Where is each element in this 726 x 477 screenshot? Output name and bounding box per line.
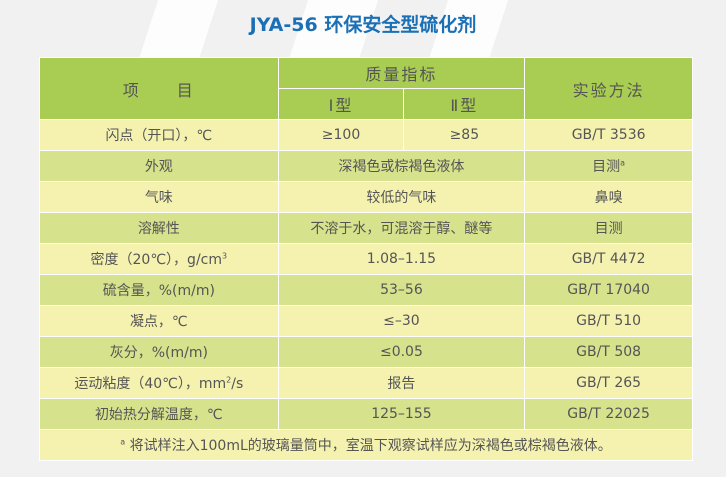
value-cell: 1.08–1.15 bbox=[277, 243, 526, 275]
value-cell: 125–155 bbox=[277, 398, 526, 430]
item-cell: 气味 bbox=[39, 181, 279, 213]
table-row: 外观 深褐色或棕褐色液体 目测a bbox=[39, 150, 693, 182]
table-row: 运动粘度（40℃），mm2/s 报告 GB/T 265 bbox=[39, 367, 693, 399]
method-cell: GB/T 3536 bbox=[524, 119, 693, 151]
table-row: 溶解性 不溶于水，可混溶于醇、醚等 目测 bbox=[39, 212, 693, 244]
value-cell: 不溶于水，可混溶于醇、醚等 bbox=[277, 212, 526, 244]
header-item: 项 目 bbox=[39, 57, 279, 120]
footnote: a 将试样注入100mL的玻璃量筒中，室温下观察试样应为深褐色或棕褐色液体。 bbox=[39, 429, 693, 461]
value-cell: 53–56 bbox=[277, 274, 526, 306]
footnote-row: a 将试样注入100mL的玻璃量筒中，室温下观察试样应为深褐色或棕褐色液体。 bbox=[39, 429, 693, 461]
item-cell: 外观 bbox=[39, 150, 279, 182]
value-cell: 较低的气味 bbox=[277, 181, 526, 213]
method-cell: GB/T 4472 bbox=[524, 243, 693, 275]
item-cell: 溶解性 bbox=[39, 212, 279, 244]
table-row: 灰分，%(m/m) ≤0.05 GB/T 508 bbox=[39, 336, 693, 368]
header-type2: Ⅱ型 bbox=[403, 88, 526, 120]
method-cell: GB/T 510 bbox=[524, 305, 693, 337]
value-cell: 深褐色或棕褐色液体 bbox=[277, 150, 526, 182]
method-cell: 目测 bbox=[524, 212, 693, 244]
value-cell: ≤0.05 bbox=[277, 336, 526, 368]
table-row: 闪点（开口），℃ ≥100 ≥85 GB/T 3536 bbox=[39, 119, 693, 151]
method-cell: 鼻嗅 bbox=[524, 181, 693, 213]
header-type1: Ⅰ型 bbox=[277, 88, 405, 120]
value-cell: ≤–30 bbox=[277, 305, 526, 337]
method-cell: GB/T 508 bbox=[524, 336, 693, 368]
method-cell: GB/T 265 bbox=[524, 367, 693, 399]
page-title: JYA-56 环保安全型硫化剂 bbox=[249, 14, 477, 36]
table-row: 气味 较低的气味 鼻嗅 bbox=[39, 181, 693, 213]
value-cell: 报告 bbox=[277, 367, 526, 399]
value-cell: ≥85 bbox=[403, 119, 526, 151]
item-cell: 运动粘度（40℃），mm2/s bbox=[39, 367, 279, 399]
method-cell: GB/T 22025 bbox=[524, 398, 693, 430]
table-row: 硫含量，%(m/m) 53–56 GB/T 17040 bbox=[39, 274, 693, 306]
table-row: 初始热分解温度，℃ 125–155 GB/T 22025 bbox=[39, 398, 693, 430]
spec-table: 项 目 质量指标 实验方法 Ⅰ型 Ⅱ型 闪点（开口），℃ ≥100 ≥85 GB… bbox=[39, 57, 693, 461]
table-row: 密度（20℃），g/cm3 1.08–1.15 GB/T 4472 bbox=[39, 243, 693, 275]
item-cell: 硫含量，%(m/m) bbox=[39, 274, 279, 306]
table-row: 凝点，℃ ≤–30 GB/T 510 bbox=[39, 305, 693, 337]
item-cell: 灰分，%(m/m) bbox=[39, 336, 279, 368]
item-cell: 密度（20℃），g/cm3 bbox=[39, 243, 279, 275]
item-cell: 初始热分解温度，℃ bbox=[39, 398, 279, 430]
value-cell: ≥100 bbox=[277, 119, 405, 151]
item-cell: 凝点，℃ bbox=[39, 305, 279, 337]
header-quality: 质量指标 bbox=[277, 57, 526, 89]
method-cell: 目测a bbox=[524, 150, 693, 182]
item-cell: 闪点（开口），℃ bbox=[39, 119, 279, 151]
header-method: 实验方法 bbox=[524, 57, 693, 120]
method-cell: GB/T 17040 bbox=[524, 274, 693, 306]
